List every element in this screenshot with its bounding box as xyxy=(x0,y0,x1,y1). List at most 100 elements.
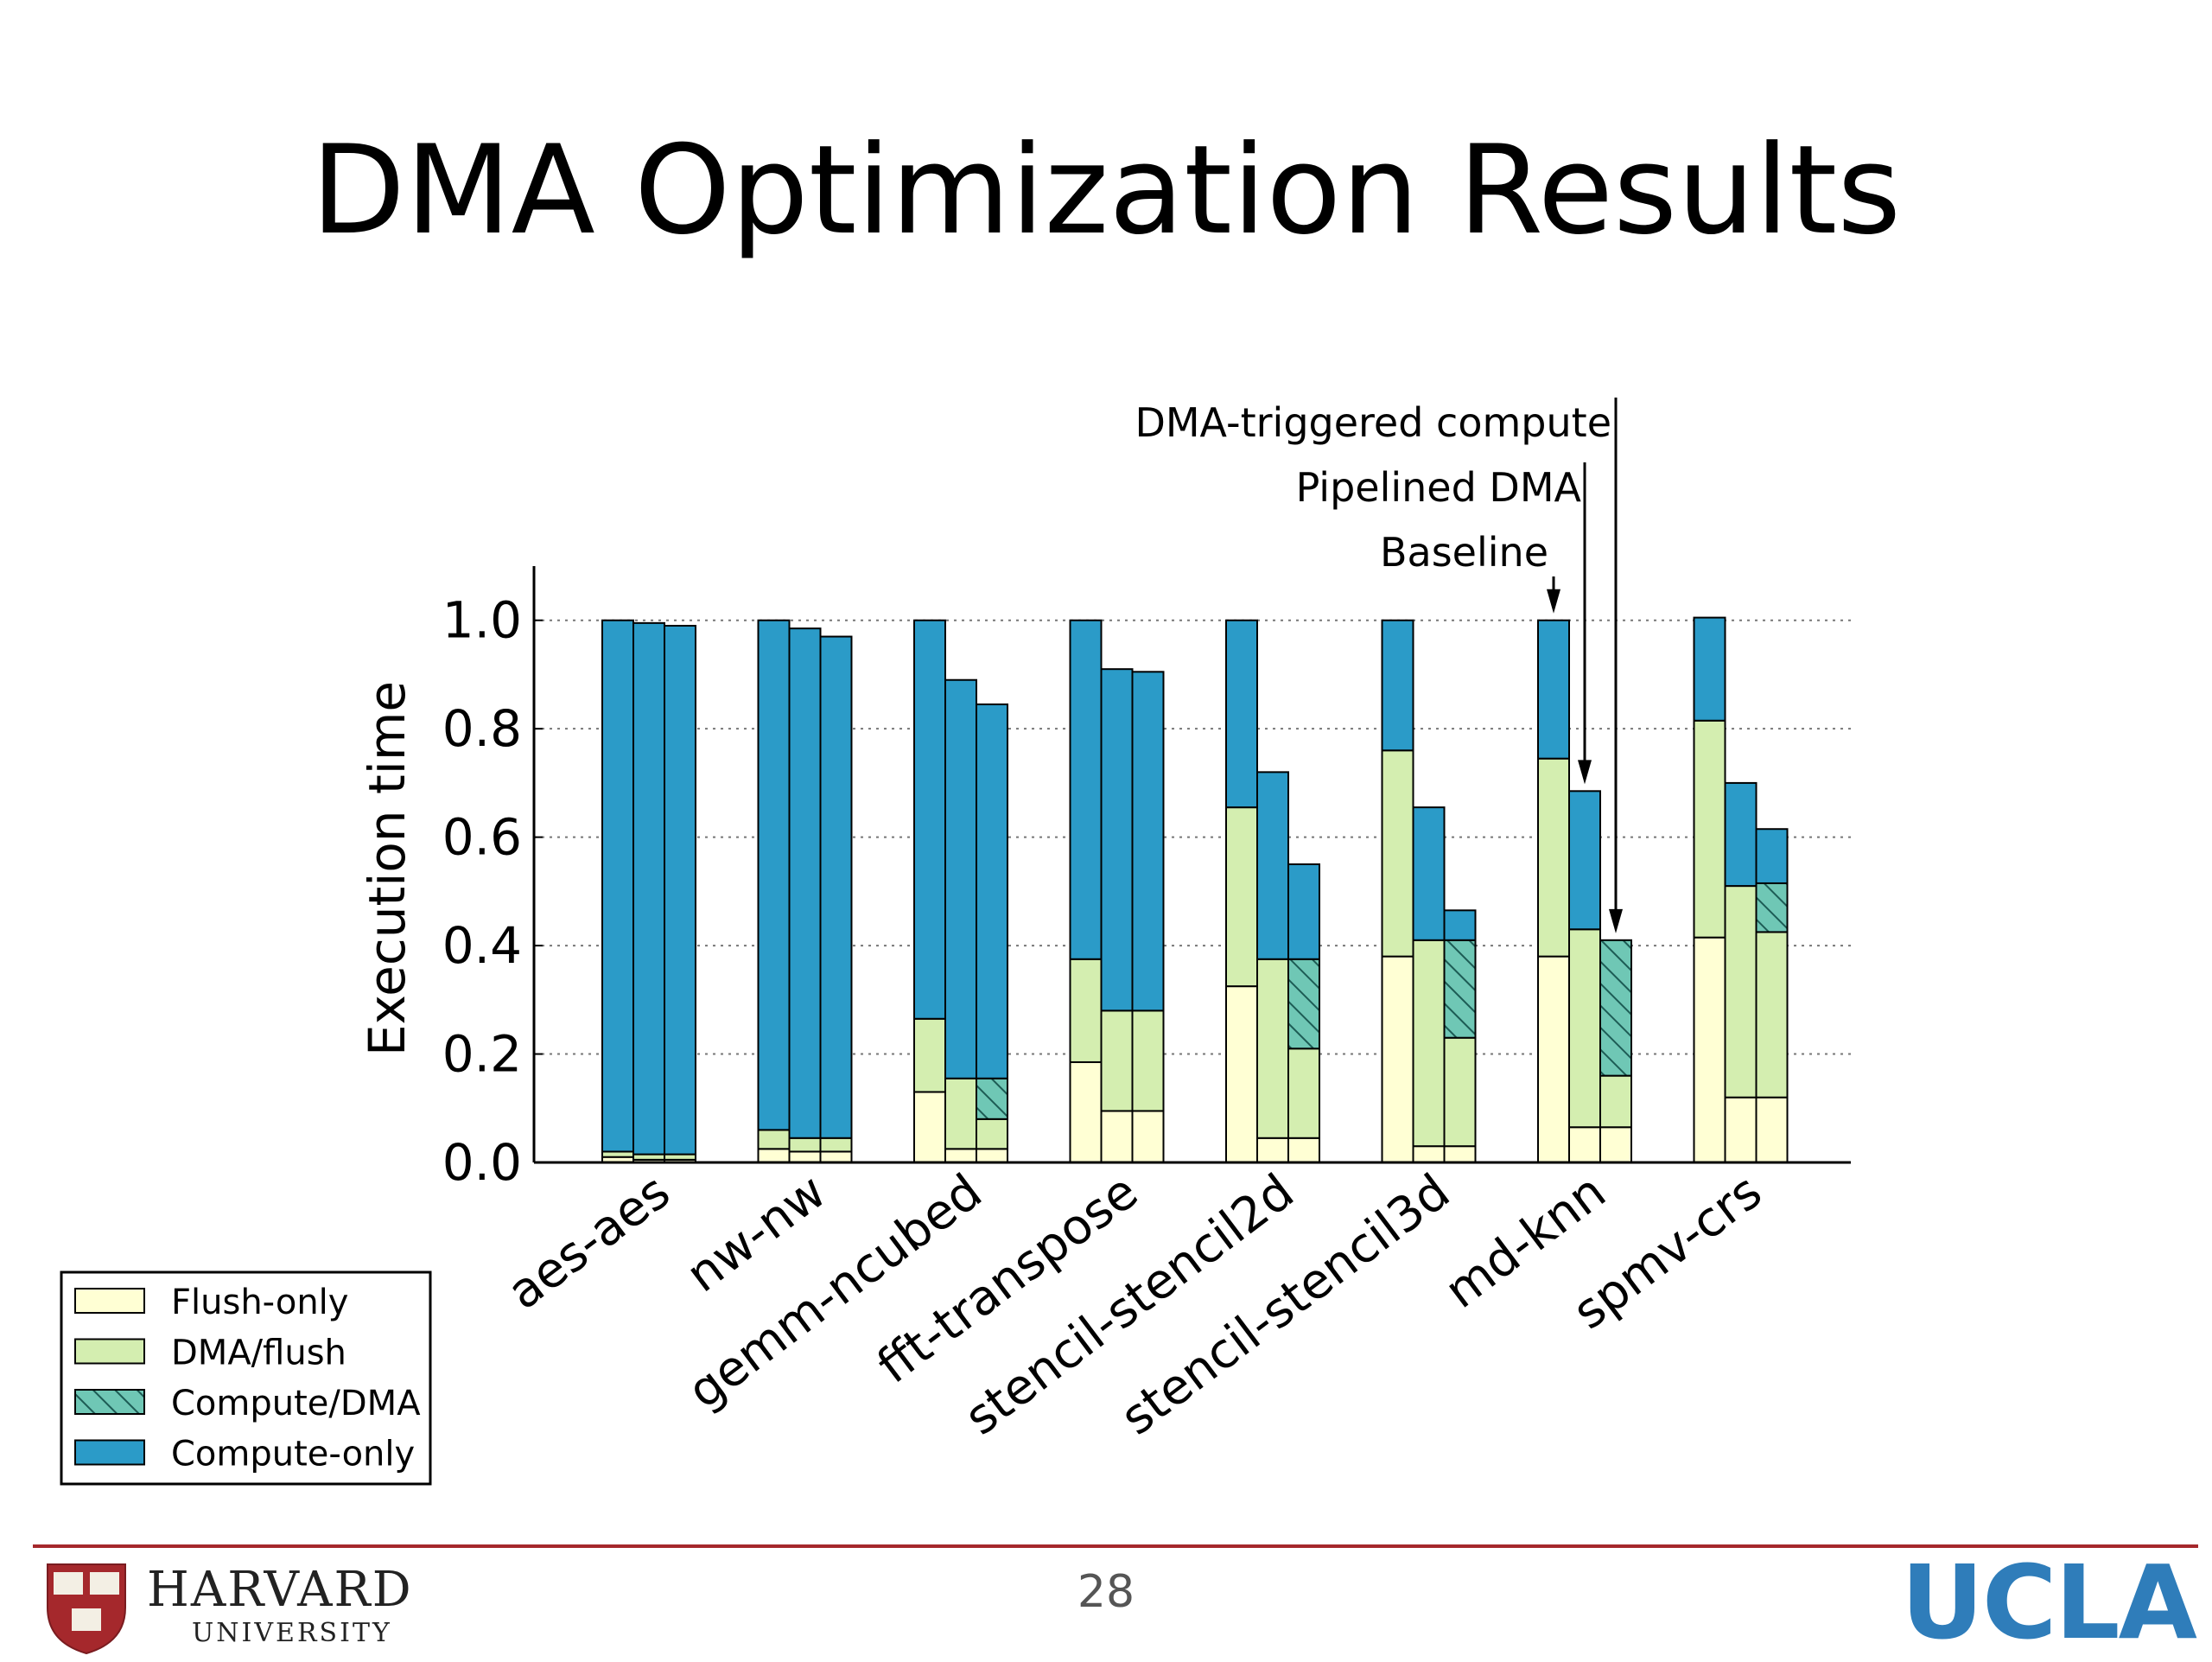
bar-gemm-ncubed-3-compute-dma xyxy=(976,1077,1008,1120)
bar-fft-transpose-1-compute-only xyxy=(1069,619,1103,960)
bar-md-knn-1-dma-flush xyxy=(1537,757,1570,958)
bar-md-knn-3-flush-only xyxy=(1599,1126,1632,1164)
bar-md-knn-2-dma-flush xyxy=(1568,928,1601,1129)
bar-spmv-crs-2-compute-only xyxy=(1724,781,1758,888)
y-tick-labels: 0.0 0.2 0.4 0.6 0.8 1.0 xyxy=(442,591,543,1192)
y-tick-label-0: 0.0 xyxy=(442,1133,522,1192)
bar-fft-transpose-3-compute-only xyxy=(1131,671,1165,1012)
y-tick-label-5: 1.0 xyxy=(442,591,522,650)
ucla-logo: UCLA xyxy=(1901,1543,2197,1662)
annotations: Baseline Pipelined DMA DMA-triggered compu… xyxy=(1135,398,1623,933)
annotation-label-1: Pipelined DMA xyxy=(1296,464,1582,511)
grid xyxy=(534,619,1851,1055)
bar-gemm-ncubed-1-compute-only xyxy=(913,619,946,1020)
bar-fft-transpose-1-dma-flush xyxy=(1069,958,1103,1063)
bar-stencil-stencil3d-2-flush-only xyxy=(1412,1145,1446,1163)
bar-spmv-crs-1-dma-flush xyxy=(1693,719,1726,939)
bars xyxy=(601,616,1789,1164)
bar-aes-aes-3-compute-only xyxy=(664,625,696,1156)
x-tick-labels: aes-aesnw-nwgemm-ncubedfft-transposesten… xyxy=(498,1163,1772,1446)
legend-label-0: Flush-only xyxy=(171,1283,348,1322)
bar-fft-transpose-3-flush-only xyxy=(1131,1110,1165,1163)
legend-swatch-0 xyxy=(74,1288,145,1314)
bar-stencil-stencil2d-2-compute-only xyxy=(1256,771,1289,960)
bar-stencil-stencil3d-1-compute-only xyxy=(1381,619,1414,752)
x-tick-label-fft-transpose: fft-transpose xyxy=(868,1163,1148,1394)
bar-gemm-ncubed-2-compute-only xyxy=(944,678,977,1079)
footer-divider xyxy=(33,1544,2198,1548)
annotation-label-2: DMA-triggered compute xyxy=(1135,399,1611,446)
bar-gemm-ncubed-1-flush-only xyxy=(913,1091,946,1164)
bar-spmv-crs-3-compute-only xyxy=(1755,828,1789,884)
page-number: 28 xyxy=(1077,1566,1135,1618)
axes xyxy=(532,566,1851,1164)
bar-gemm-ncubed-2-dma-flush xyxy=(944,1077,977,1150)
y-axis-label: Execution time xyxy=(358,681,416,1056)
bar-spmv-crs-3-flush-only xyxy=(1755,1096,1789,1164)
bar-stencil-stencil3d-1-dma-flush xyxy=(1381,749,1414,958)
annotation-arrowhead-0 xyxy=(1547,589,1560,614)
legend-label-2: Compute/DMA xyxy=(171,1384,421,1423)
bar-spmv-crs-1-compute-only xyxy=(1693,616,1726,722)
annotation-arrowhead-2 xyxy=(1609,908,1623,933)
bar-stencil-stencil2d-1-compute-only xyxy=(1225,619,1258,809)
bar-stencil-stencil2d-2-dma-flush xyxy=(1256,958,1289,1139)
bar-gemm-ncubed-3-compute-only xyxy=(976,703,1008,1079)
bar-md-knn-3-dma-flush xyxy=(1599,1074,1632,1129)
bar-stencil-stencil2d-3-compute-only xyxy=(1287,863,1320,960)
bar-spmv-crs-3-compute-dma xyxy=(1755,882,1789,933)
slide-title: DMA Optimization Results xyxy=(310,119,1902,262)
bar-md-knn-1-compute-only xyxy=(1537,619,1570,760)
legend-swatch-2 xyxy=(74,1389,145,1415)
legend-label-3: Compute-only xyxy=(171,1435,415,1474)
bar-spmv-crs-3-dma-flush xyxy=(1755,931,1789,1098)
bar-gemm-ncubed-3-dma-flush xyxy=(976,1118,1008,1150)
legend-swatch-3 xyxy=(74,1439,145,1466)
bar-stencil-stencil2d-2-flush-only xyxy=(1256,1137,1289,1163)
y-tick-label-4: 0.8 xyxy=(442,699,522,758)
bar-stencil-stencil2d-3-flush-only xyxy=(1287,1137,1320,1163)
bar-fft-transpose-2-flush-only xyxy=(1100,1110,1134,1163)
bar-gemm-ncubed-3-flush-only xyxy=(976,1148,1008,1164)
bar-nw-nw-2-compute-only xyxy=(788,627,822,1139)
legend: Flush-only DMA/flush Compute/DMA Compute-on… xyxy=(60,1270,432,1486)
bar-stencil-stencil3d-2-compute-only xyxy=(1412,806,1446,941)
bar-nw-nw-3-dma-flush xyxy=(819,1137,853,1153)
bar-md-knn-2-compute-only xyxy=(1568,790,1601,931)
bar-nw-nw-1-flush-only xyxy=(757,1148,791,1164)
bar-spmv-crs-2-flush-only xyxy=(1724,1096,1758,1164)
bar-stencil-stencil2d-1-dma-flush xyxy=(1225,806,1258,988)
bar-spmv-crs-2-dma-flush xyxy=(1724,885,1758,1098)
y-tick-label-2: 0.4 xyxy=(442,916,522,975)
y-tick-label-1: 0.2 xyxy=(442,1025,522,1084)
y-tick-label-3: 0.6 xyxy=(442,808,522,867)
bar-gemm-ncubed-2-flush-only xyxy=(944,1148,977,1164)
bar-stencil-stencil3d-3-flush-only xyxy=(1443,1145,1477,1163)
harvard-shield-logo xyxy=(47,1563,126,1655)
bar-md-knn-1-flush-only xyxy=(1537,955,1570,1163)
bar-fft-transpose-1-flush-only xyxy=(1069,1060,1103,1164)
bar-stencil-stencil2d-3-compute-dma xyxy=(1287,958,1320,1050)
bar-md-knn-3-compute-dma xyxy=(1599,939,1632,1077)
bar-nw-nw-3-flush-only xyxy=(819,1150,853,1164)
bar-spmv-crs-1-flush-only xyxy=(1693,936,1726,1163)
bar-nw-nw-3-compute-only xyxy=(819,635,853,1139)
bar-nw-nw-2-dma-flush xyxy=(788,1137,822,1153)
bar-stencil-stencil3d-3-dma-flush xyxy=(1443,1036,1477,1148)
bar-fft-transpose-2-compute-only xyxy=(1100,668,1134,1012)
bar-stencil-stencil3d-3-compute-only xyxy=(1443,909,1477,941)
bar-md-knn-2-flush-only xyxy=(1568,1126,1601,1164)
legend-swatch-1 xyxy=(74,1338,145,1365)
bar-aes-aes-2-compute-only xyxy=(632,621,665,1156)
bar-fft-transpose-3-dma-flush xyxy=(1131,1009,1165,1112)
bar-stencil-stencil2d-3-dma-flush xyxy=(1287,1048,1320,1139)
harvard-wordmark: HARVARD xyxy=(147,1562,413,1618)
bar-stencil-stencil2d-1-flush-only xyxy=(1225,985,1258,1163)
bar-stencil-stencil3d-1-flush-only xyxy=(1381,955,1414,1163)
bar-nw-nw-1-compute-only xyxy=(757,619,791,1131)
bar-stencil-stencil3d-2-dma-flush xyxy=(1412,939,1446,1148)
bar-nw-nw-2-flush-only xyxy=(788,1150,822,1164)
bar-nw-nw-1-dma-flush xyxy=(757,1129,791,1150)
bar-stencil-stencil3d-3-compute-dma xyxy=(1443,939,1477,1039)
